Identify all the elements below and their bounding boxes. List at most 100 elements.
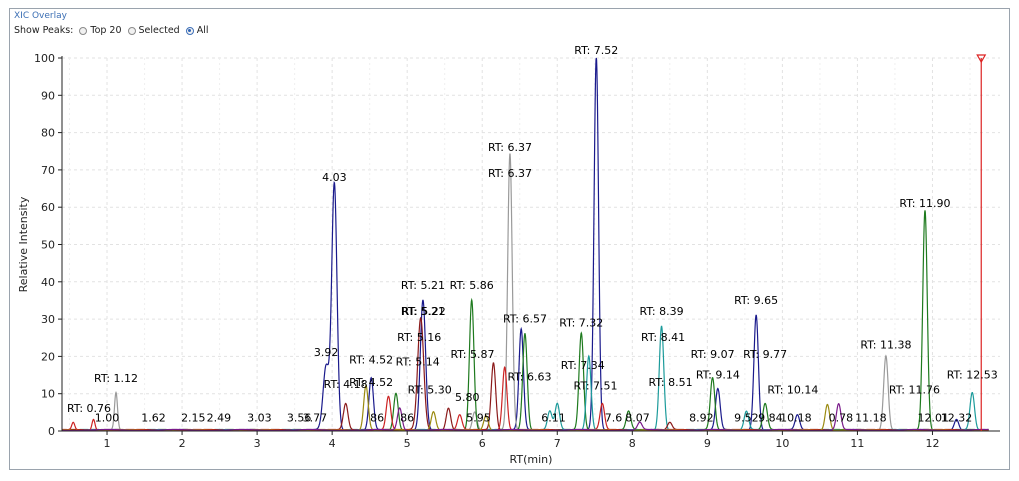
x-tick-label: 1 [104, 437, 111, 450]
peak-label: RT: 4.18 [324, 378, 368, 391]
rt-marker-triangle [976, 54, 987, 64]
show-peaks-options: Show Peaks: Top 20 Selected All [14, 25, 208, 36]
radio-icon[interactable] [79, 26, 88, 35]
peak-label: RT: 11.76 [889, 383, 940, 396]
peak-label: 3.92 [314, 346, 339, 359]
y-tick-label: 70 [41, 164, 55, 177]
y-tick-label: 40 [41, 276, 55, 289]
peak-label: 2.49 [207, 411, 232, 424]
peak-label: 3.03 [247, 411, 272, 424]
peak-label: RT: 11.90 [899, 197, 950, 210]
option-all[interactable]: All [185, 25, 209, 36]
option-top-20[interactable]: Top 20 [79, 25, 122, 36]
peak-label: 1.62 [141, 411, 166, 424]
peak-label: 3.56 [287, 411, 312, 424]
x-tick-label: 8 [629, 437, 636, 450]
peak-label: 9.52 [734, 411, 759, 424]
y-tick-label: 60 [41, 201, 55, 214]
chart-panel [9, 8, 1010, 470]
peak-label: RT: 5.30 [408, 383, 452, 396]
peak-label: RT: 7.32 [559, 316, 603, 329]
peak-label: 6.11 [541, 411, 566, 424]
show-peaks-label: Show Peaks: [14, 25, 74, 36]
x-tick-label: 6 [479, 437, 486, 450]
peak-label: 10.18 [780, 411, 812, 424]
x-tick-label: 4 [329, 437, 336, 450]
peak-label: RT: 10.14 [767, 383, 818, 396]
y-tick-label: 0 [48, 425, 55, 438]
peak-label: 3.77 [303, 411, 328, 424]
y-tick-label: 100 [34, 52, 55, 65]
y-tick-label: 30 [41, 313, 55, 326]
peak-label: 8.92 [689, 411, 714, 424]
peak-label: RT: 5.22 [402, 305, 446, 318]
peak-label: 8.07 [625, 411, 650, 424]
peak-label: 4.03 [322, 171, 347, 184]
x-tick-label: 7 [554, 437, 561, 450]
peak-label: RT: 7.51 [574, 380, 618, 393]
peak-label: RT: 8.39 [640, 305, 684, 318]
peak-labels: RT: 7.52 4.03 RT: 6.37 RT: 6.37 RT: 11.90 RT:… [67, 44, 998, 424]
peak-label: 2.15 [181, 411, 206, 424]
peak-label: RT: 5.87 [450, 348, 494, 361]
x-tick-label: 9 [704, 437, 711, 450]
grid [62, 57, 1000, 431]
peak-label: 12.01 [917, 411, 949, 424]
peak-label: 7.6 [605, 411, 623, 424]
peak-label: RT: 1.12 [94, 372, 138, 385]
radio-icon[interactable] [127, 26, 136, 35]
peak-label: 9.84 [758, 411, 783, 424]
peak-label: RT: 6.37 [488, 141, 532, 154]
peak-label: 1.00 [95, 411, 120, 424]
y-tick-label: 10 [41, 388, 55, 401]
option-label: Top 20 [90, 25, 122, 36]
peak-label: RT: 11.38 [860, 339, 911, 352]
x-tick-label: 12 [925, 437, 939, 450]
y-tick-label: 20 [41, 350, 55, 363]
peak-label: RT: 6.57 [503, 313, 547, 326]
x-tick-label: 10 [775, 437, 789, 450]
peak-label: RT: 0.76 [67, 402, 111, 415]
option-label: All [196, 25, 209, 36]
peak-label: RT: 5.86 [450, 279, 494, 292]
radio-selected-icon[interactable] [185, 26, 194, 35]
peak-label: RT: 5.16 [397, 331, 441, 344]
peak-label: RT: 4.52 [349, 376, 393, 389]
peak-label: RT: 8.41 [641, 331, 685, 344]
x-tick-label: 11 [850, 437, 864, 450]
peak-label: RT: 12.53 [947, 369, 998, 382]
option-label: Selected [138, 25, 180, 36]
peak-label: RT: 9.77 [743, 348, 787, 361]
peak-label: 11.18 [855, 411, 887, 424]
peak-label: RT: 9.65 [734, 294, 778, 307]
x-tick-label: 3 [254, 437, 261, 450]
peak-label: RT: 5.14 [396, 355, 440, 368]
peak-label: RT: 5.21 [401, 305, 445, 318]
peak-label: RT: 9.14 [696, 369, 740, 382]
y-tick-label: 50 [41, 239, 55, 252]
option-selected[interactable]: Selected [127, 25, 180, 36]
trace-grey [62, 153, 989, 432]
peak-label: 5.80 [455, 391, 480, 404]
y-tick-label: 90 [41, 89, 55, 102]
peak-label: RT: 9.07 [691, 348, 735, 361]
x-tick-label: 2 [179, 437, 186, 450]
peak-label: 5.95 [466, 411, 491, 424]
peak-label: RT: 6.37 [488, 167, 532, 180]
peak-label: 86 [370, 411, 384, 424]
peak-label: RT: 4.52 [349, 354, 393, 367]
y-axis-label: Relative Intensity [17, 196, 30, 292]
x-tick-label: 5 [404, 437, 411, 450]
peak-label: RT: 7.52 [574, 44, 618, 57]
peak-label: 12.32 [941, 411, 973, 424]
peak-label: 0.78 [829, 411, 854, 424]
panel-title: XIC Overlay [14, 11, 67, 21]
peak-label: RT: 5.21 [401, 279, 445, 292]
peak-label: 86 [400, 411, 414, 424]
peak-label: RT: 6.63 [507, 370, 551, 383]
y-tick-label: 80 [41, 127, 55, 140]
x-axis-label: RT(min) [510, 453, 553, 466]
peak-label: RT: 8.51 [649, 376, 693, 389]
